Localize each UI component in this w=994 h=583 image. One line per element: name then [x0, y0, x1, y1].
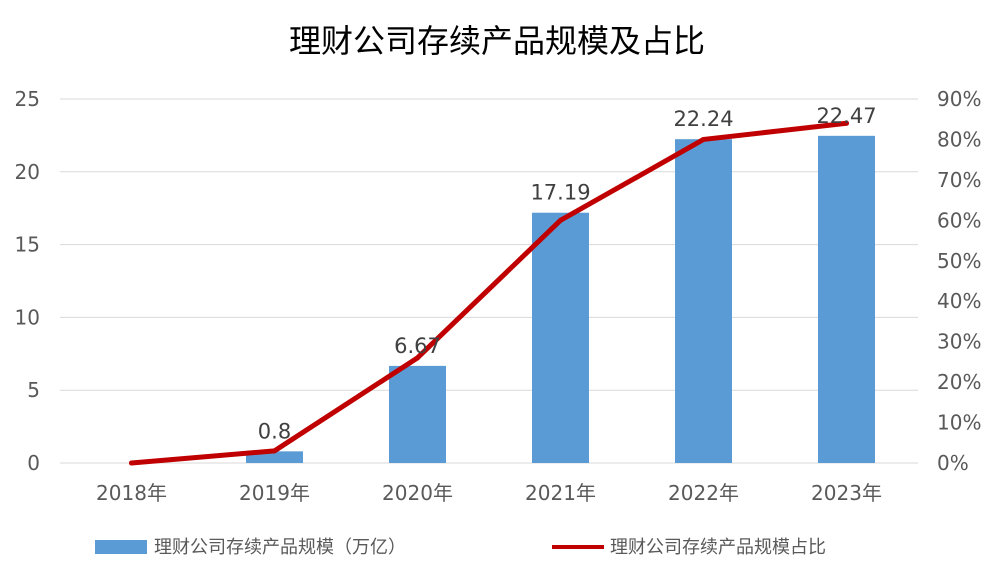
right-axis-tick-label: 60% — [937, 208, 981, 232]
bar-data-labels: 0.8 6.67 17.19 22.24 22.47 — [258, 104, 877, 444]
right-axis-tick-label: 40% — [937, 289, 981, 313]
right-axis-tick-label: 80% — [937, 127, 981, 151]
right-axis-tick-label: 90% — [937, 87, 981, 111]
bar-series — [246, 135, 875, 464]
right-axis-tick-label: 50% — [937, 249, 981, 273]
x-axis-tick-label: 2021年 — [525, 481, 596, 505]
x-axis-tick-label: 2023年 — [811, 481, 882, 505]
line-point — [129, 460, 134, 466]
legend: 理财公司存续产品规模（万亿） 理财公司存续产品规模占比 — [95, 537, 826, 558]
left-axis-tick-label: 25 — [15, 87, 40, 111]
x-axis-tick-label: 2018年 — [96, 481, 167, 505]
right-axis-tick-label: 20% — [937, 370, 981, 394]
right-axis-tick-label: 70% — [937, 168, 981, 192]
bar — [246, 451, 303, 463]
legend-line-label: 理财公司存续产品规模占比 — [610, 537, 826, 558]
left-axis-tick-label: 15 — [15, 233, 40, 257]
line-series — [129, 120, 849, 466]
x-axis-ticks: 2018年 2019年 2020年 2021年 2022年 2023年 — [96, 481, 882, 505]
line-point — [701, 136, 706, 142]
legend-bar-label: 理财公司存续产品规模（万亿） — [154, 537, 406, 558]
bar-data-label: 17.19 — [530, 181, 590, 205]
gridlines — [60, 98, 918, 464]
left-axis-ticks: 0 5 10 15 20 25 — [15, 87, 40, 475]
right-axis-tick-label: 10% — [937, 411, 981, 435]
left-axis-tick-label: 10 — [15, 305, 40, 329]
left-axis-tick-label: 0 — [27, 451, 40, 475]
left-axis-tick-label: 20 — [15, 160, 40, 184]
right-axis-ticks: 0% 10% 20% 30% 40% 50% 60% 70% 80% 90% — [937, 87, 981, 475]
bar-data-label: 22.47 — [816, 104, 876, 128]
line-path — [129, 120, 849, 466]
right-axis-tick-label: 0% — [937, 451, 969, 475]
bar — [818, 135, 875, 464]
x-axis-tick-label: 2022年 — [668, 481, 739, 505]
left-axis-tick-label: 5 — [27, 378, 40, 402]
bar-data-label: 0.8 — [258, 419, 291, 443]
bar — [532, 212, 589, 463]
bar — [389, 365, 446, 463]
line-point — [272, 448, 277, 454]
x-axis-tick-label: 2020年 — [382, 481, 453, 505]
bar-data-label: 6.67 — [394, 334, 441, 358]
bar-data-label: 22.24 — [673, 107, 733, 131]
line-point — [558, 217, 563, 223]
right-axis-tick-label: 30% — [937, 330, 981, 354]
x-axis-tick-label: 2019年 — [239, 481, 310, 505]
chart-title: 理财公司存续产品规模及占比 — [289, 22, 705, 60]
legend-bar-swatch — [95, 540, 147, 554]
bar — [675, 139, 732, 463]
line-point — [415, 355, 420, 361]
line-point — [844, 120, 849, 126]
